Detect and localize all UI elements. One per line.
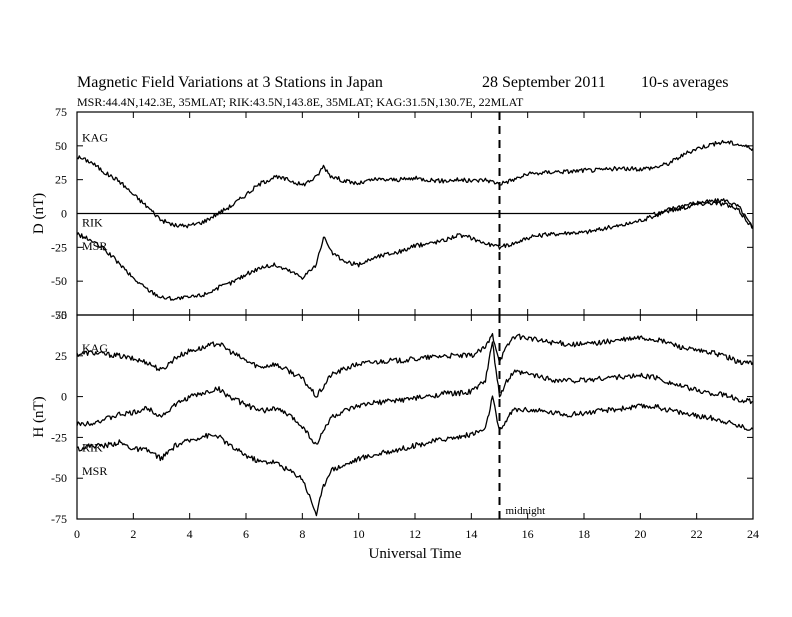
stations-subtitle: MSR:44.4N,142.3E, 35MLAT; RIK:43.5N,143.…: [77, 95, 524, 109]
series-label-D-rik: RIK: [82, 216, 103, 230]
series-label-D-msr: MSR: [82, 239, 107, 253]
plot-layer: -75 -50 -25 0 25 50 75 D (nT) KAG RIK MSR -75 -50 -25…: [31, 105, 759, 562]
y-tick-label-D: 25: [55, 173, 67, 187]
x-tick-label: 12: [409, 527, 421, 541]
panel-H-frame: [76, 314, 754, 520]
x-axis-label: Universal Time: [369, 546, 462, 562]
x-tick-label: 10: [353, 527, 365, 541]
x-tick-label: 18: [578, 527, 590, 541]
y-tick-label-H: -50: [51, 471, 67, 485]
y-tick-label-D: 75: [55, 105, 67, 119]
chart-date: 28 September 2011: [482, 74, 606, 91]
y-tick-label-H: 25: [55, 349, 67, 363]
series-line-D-kag: [76, 139, 754, 229]
x-tick-label: 0: [74, 527, 80, 541]
series-line-H-rik: [76, 341, 754, 445]
y-tick-label-D: -25: [51, 240, 67, 254]
series-label-H-kag: KAG: [82, 341, 108, 355]
midnight-annotation: midnight: [506, 505, 546, 517]
y-tick-label-H: 0: [61, 390, 67, 404]
series-label-D-kag: KAG: [82, 131, 108, 145]
y-tick-label-D: 50: [55, 139, 67, 153]
x-tick-label: 24: [747, 527, 759, 541]
y-tick-label-D: -50: [51, 274, 67, 288]
y-tick-label-D: 0: [61, 207, 67, 221]
y-tick-label-D: -75: [51, 308, 67, 322]
y-tick-label-H: -75: [51, 512, 67, 526]
x-tick-label: 2: [130, 527, 136, 541]
x-tick-label: 22: [691, 527, 703, 541]
chart-title: Magnetic Field Variations at 3 Stations …: [77, 74, 383, 91]
x-tick-label: 8: [299, 527, 305, 541]
series-line-H-msr: [76, 395, 754, 517]
series-line-D-msr: [76, 198, 754, 301]
x-tick-label: 14: [465, 527, 477, 541]
y-tick-label-H: 50: [55, 308, 67, 322]
x-tick-label: 4: [187, 527, 193, 541]
y-axis-label-D: D (nT): [31, 193, 47, 234]
y-axis-label-H: H (nT): [31, 396, 47, 437]
series-line-H-kag: [76, 332, 754, 398]
chart-averaging: 10-s averages: [641, 74, 729, 91]
series-label-H-msr: MSR: [82, 464, 107, 478]
series-line-D-rik: [77, 201, 754, 230]
x-tick-label: 20: [634, 527, 646, 541]
x-tick-label: 16: [522, 527, 534, 541]
x-tick-label: 6: [243, 527, 249, 541]
y-tick-label-H: -25: [51, 430, 67, 444]
